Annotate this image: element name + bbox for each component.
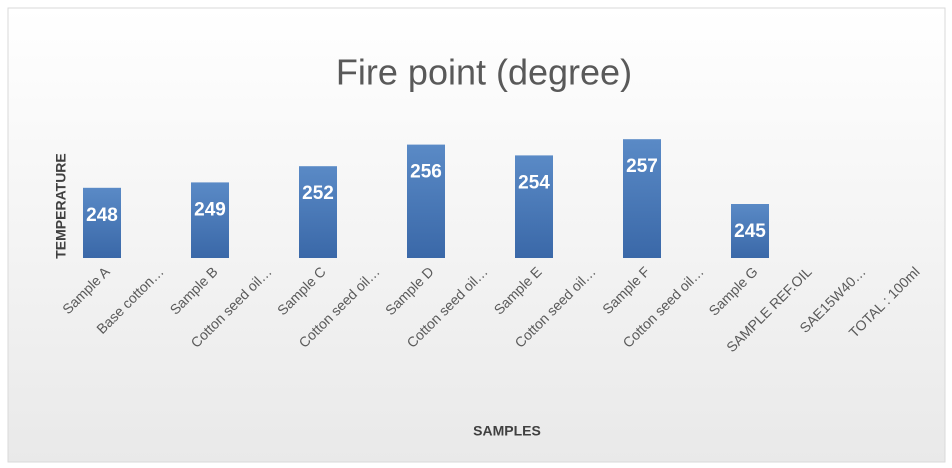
data-label: 256 (410, 162, 442, 183)
data-label: 248 (86, 205, 118, 226)
data-label: 249 (194, 199, 226, 220)
bar (299, 166, 337, 258)
bar (623, 139, 661, 258)
bar (731, 204, 769, 258)
bar (515, 155, 553, 258)
chart-background (7, 7, 946, 463)
data-label: 245 (734, 221, 766, 242)
y-axis-title: TEMPERATURE (53, 153, 69, 259)
bar (407, 144, 445, 258)
data-label: 252 (302, 183, 334, 204)
data-label: 254 (518, 172, 550, 193)
chart-title: Fire point (degree) (336, 52, 632, 93)
x-axis-title: SAMPLES (473, 423, 541, 439)
bar (83, 187, 121, 258)
data-label: 257 (626, 156, 658, 177)
bar (191, 182, 229, 258)
